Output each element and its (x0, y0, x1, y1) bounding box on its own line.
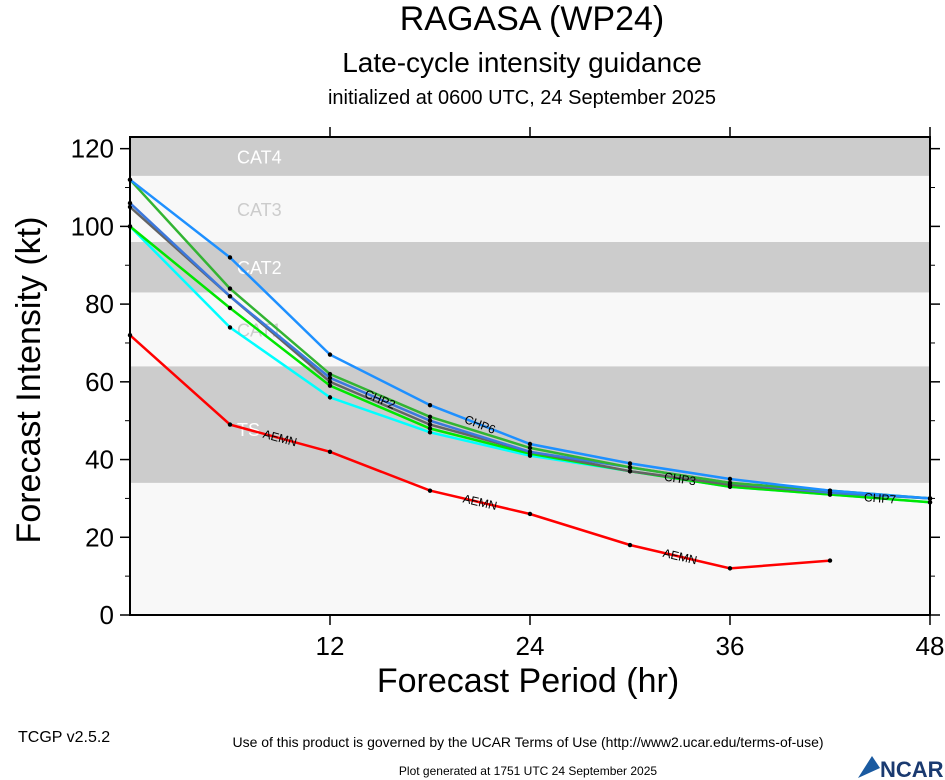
data-point (327, 449, 333, 454)
y-tick-label: 0 (100, 600, 114, 630)
data-point (427, 414, 433, 420)
series-aemn (127, 332, 833, 571)
band-label: CAT4 (237, 147, 282, 167)
band-label: CAT3 (237, 200, 282, 220)
data-point (627, 465, 633, 470)
y-axis-label: Forecast Intensity (kt) (10, 217, 48, 544)
band-label: CAT2 (237, 258, 282, 278)
data-point (427, 422, 433, 427)
y-tick-label: 100 (71, 211, 114, 241)
series-line (129, 334, 831, 570)
y-tick-label: 60 (85, 367, 114, 397)
series-label: CHP3 (663, 470, 697, 489)
data-point (227, 255, 233, 260)
data-point (727, 480, 733, 486)
data-point (527, 441, 533, 447)
data-point (327, 375, 333, 381)
chart-title: RAGASA (WP24) (400, 0, 665, 38)
x-tick-label: 12 (316, 631, 345, 661)
version-label: TCGP v2.5.2 (18, 729, 110, 746)
data-point (627, 542, 633, 548)
data-point (227, 286, 233, 291)
data-point (727, 566, 733, 571)
band-cat4 (130, 137, 930, 176)
plot-frame (129, 136, 931, 616)
data-point (427, 430, 433, 435)
data-point (327, 352, 333, 357)
generated-text: Plot generated at 1751 UTC 24 September … (399, 764, 657, 778)
chart-subtitle: Late-cycle intensity guidance (342, 47, 702, 78)
data-point (627, 461, 633, 466)
x-tick-label: 36 (716, 631, 745, 661)
x-tick-label: 24 (516, 631, 545, 661)
data-point (527, 511, 533, 517)
data-point (327, 383, 333, 388)
data-point (527, 449, 533, 454)
data-point (227, 422, 233, 427)
data-point (727, 476, 733, 482)
data-point (327, 371, 333, 377)
band-cat2 (130, 241, 930, 293)
data-point (327, 379, 333, 385)
series-chp6 (127, 177, 933, 501)
data-point (427, 418, 433, 423)
data-point (427, 488, 433, 493)
y-tick-label: 120 (71, 134, 114, 164)
data-point (827, 558, 833, 563)
data-point (327, 395, 333, 400)
band-ts (130, 366, 930, 483)
data-point (227, 294, 233, 299)
data-point (427, 426, 433, 431)
y-tick-label: 40 (85, 445, 114, 475)
data-point (427, 402, 433, 408)
y-tick-label: 20 (85, 522, 114, 552)
x-tick-label: 48 (916, 631, 945, 661)
data-point (527, 445, 533, 451)
chart-init-time: initialized at 0600 UTC, 24 September 20… (328, 87, 716, 109)
data-point (227, 325, 233, 330)
band-cat1 (130, 292, 930, 367)
svg-text:NCAR: NCAR (880, 757, 944, 780)
ncar-logo: NCAR (858, 756, 944, 780)
series-label: CHP7 (864, 490, 897, 506)
data-point (627, 469, 633, 474)
band-cat3 (130, 175, 930, 242)
x-axis-label: Forecast Period (hr) (377, 662, 679, 700)
data-point (227, 305, 233, 311)
y-tick-label: 80 (85, 289, 114, 319)
data-point (827, 488, 833, 493)
terms-text: Use of this product is governed by the U… (232, 734, 823, 750)
